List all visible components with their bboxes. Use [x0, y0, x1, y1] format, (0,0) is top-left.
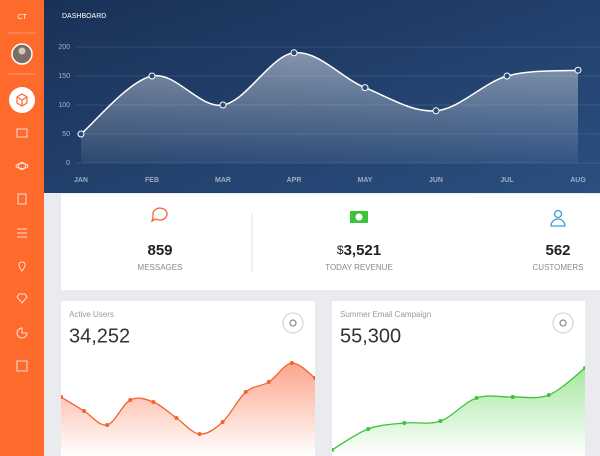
customers-icon-body	[550, 218, 566, 227]
mini-chart	[61, 361, 315, 456]
nav-icons	[15, 128, 29, 372]
line	[332, 367, 585, 451]
x-tick-label: JUN	[429, 177, 443, 184]
stat-label: MESSAGES	[138, 263, 183, 272]
point	[219, 101, 227, 109]
stat-label: TODAY REVENUE	[325, 263, 393, 272]
y-tick-label: 0	[66, 160, 70, 167]
stat-value: $3,521	[337, 242, 381, 259]
settings-button[interactable]	[282, 312, 304, 334]
nav-gallery[interactable]	[16, 360, 28, 372]
point	[290, 49, 298, 57]
point	[289, 361, 294, 365]
point	[77, 130, 85, 138]
point	[174, 416, 179, 420]
point	[474, 396, 479, 400]
point	[583, 366, 585, 370]
point	[503, 72, 511, 80]
point	[151, 400, 156, 404]
nav-diamond[interactable]	[16, 293, 28, 304]
y-tick-label: 100	[58, 102, 70, 109]
area-fill	[61, 362, 315, 456]
nav-atom[interactable]	[18, 162, 26, 170]
point	[402, 421, 407, 425]
header-title: DASHBOARD	[62, 13, 106, 20]
avatar-face	[18, 47, 26, 55]
point	[105, 423, 110, 427]
point	[266, 380, 271, 384]
line	[80, 52, 579, 135]
y-tick-label: 50	[62, 131, 70, 138]
gear	[559, 319, 567, 327]
sidebar	[0, 0, 44, 456]
point	[313, 376, 315, 380]
point	[243, 390, 248, 394]
card-value: 55,300	[340, 325, 401, 347]
y-tick-label: 200	[58, 44, 70, 51]
area-fill	[332, 368, 585, 456]
nav-atom-ring	[15, 163, 29, 169]
point	[510, 395, 515, 399]
stat-number: 859	[147, 242, 172, 259]
y-tick-label: 150	[58, 73, 70, 80]
point	[438, 419, 443, 423]
nav-icon-box	[16, 93, 28, 107]
x-tick-label: JAN	[74, 177, 88, 184]
card-title: Summer Email Campaign	[340, 310, 431, 319]
x-tick-label: MAY	[358, 177, 373, 184]
stat-number: 562	[545, 242, 570, 259]
point	[366, 427, 371, 431]
point	[361, 84, 369, 92]
card-value: 34,252	[69, 325, 130, 347]
nav-pin[interactable]	[18, 261, 26, 272]
point	[220, 420, 225, 424]
revenue-icon-coin	[355, 213, 363, 221]
stat-label: CUSTOMERS	[533, 263, 584, 272]
gear	[289, 319, 297, 327]
x-tick-label: JUL	[500, 177, 514, 184]
point	[82, 409, 87, 413]
mini-chart	[332, 366, 585, 456]
card-title: Active Users	[69, 310, 114, 319]
point	[197, 432, 202, 436]
stat-value: 562	[545, 242, 570, 259]
nav-list[interactable]	[17, 228, 27, 238]
point	[332, 448, 334, 452]
x-tick-label: MAR	[215, 177, 231, 184]
brand[interactable]: CT	[17, 14, 27, 21]
x-tick-label: APR	[287, 177, 302, 184]
point	[128, 398, 133, 402]
nav-image[interactable]	[16, 128, 28, 138]
x-tick-label: FEB	[145, 177, 159, 184]
area-fill	[81, 52, 578, 163]
point	[61, 395, 63, 399]
settings-button[interactable]	[552, 312, 574, 334]
customers-icon	[553, 209, 563, 219]
nav-pie[interactable]	[16, 327, 28, 339]
x-tick-label: AUG	[570, 177, 586, 184]
nav-doc[interactable]	[17, 193, 27, 205]
stat-prefix: $	[337, 243, 344, 257]
stats-card	[61, 194, 600, 290]
point	[148, 72, 156, 80]
point	[574, 66, 582, 74]
point	[546, 393, 551, 397]
stat-number: 3,521	[344, 242, 382, 259]
messages-icon	[150, 207, 168, 223]
point	[432, 107, 440, 115]
stat-value: 859	[147, 242, 172, 259]
